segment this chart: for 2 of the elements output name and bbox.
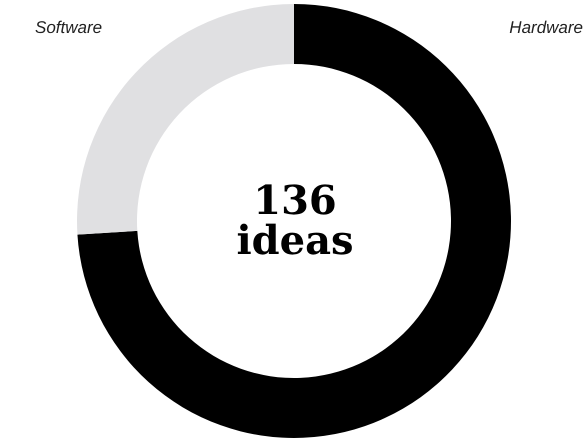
- slice-label: Hardware: [509, 18, 583, 37]
- slice-label: Software: [35, 18, 102, 37]
